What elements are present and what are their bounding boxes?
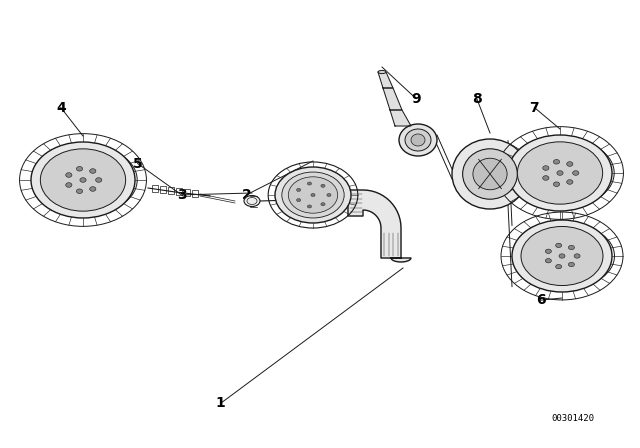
Bar <box>168 188 174 194</box>
Text: 7: 7 <box>529 100 540 115</box>
Text: 6: 6 <box>536 293 546 307</box>
Ellipse shape <box>40 149 125 211</box>
Ellipse shape <box>307 205 312 208</box>
Ellipse shape <box>411 134 425 146</box>
Ellipse shape <box>473 158 507 190</box>
Bar <box>192 190 198 198</box>
Ellipse shape <box>90 169 96 173</box>
Polygon shape <box>348 190 411 262</box>
Polygon shape <box>378 72 393 88</box>
Ellipse shape <box>526 141 614 205</box>
Ellipse shape <box>90 187 96 191</box>
Text: 2: 2 <box>241 188 252 202</box>
Ellipse shape <box>76 189 83 194</box>
Ellipse shape <box>543 166 549 170</box>
Ellipse shape <box>49 148 137 212</box>
Ellipse shape <box>554 182 559 186</box>
Polygon shape <box>390 110 411 126</box>
Bar <box>152 185 158 193</box>
Ellipse shape <box>378 70 386 73</box>
Ellipse shape <box>573 171 579 175</box>
Ellipse shape <box>568 246 575 250</box>
Ellipse shape <box>307 182 312 185</box>
Ellipse shape <box>566 180 573 184</box>
Ellipse shape <box>554 159 559 164</box>
Text: 5: 5 <box>132 156 143 171</box>
Ellipse shape <box>66 183 72 187</box>
Bar <box>184 190 190 197</box>
Ellipse shape <box>566 162 573 166</box>
Ellipse shape <box>521 227 603 285</box>
Ellipse shape <box>512 220 612 292</box>
Ellipse shape <box>95 178 102 182</box>
Ellipse shape <box>508 135 612 211</box>
Ellipse shape <box>31 142 135 218</box>
Text: 3: 3 <box>177 188 188 202</box>
Ellipse shape <box>76 167 83 171</box>
Text: 9: 9 <box>411 91 421 106</box>
Ellipse shape <box>529 225 614 287</box>
Ellipse shape <box>288 177 338 213</box>
Ellipse shape <box>296 198 301 202</box>
Ellipse shape <box>556 243 562 248</box>
Ellipse shape <box>559 254 565 258</box>
Text: 8: 8 <box>472 91 482 106</box>
Bar <box>176 189 182 195</box>
Ellipse shape <box>517 142 603 204</box>
Ellipse shape <box>399 124 437 156</box>
Ellipse shape <box>275 167 351 223</box>
Text: 1: 1 <box>216 396 226 410</box>
Ellipse shape <box>574 254 580 258</box>
Ellipse shape <box>321 184 325 187</box>
Bar <box>160 186 166 194</box>
Ellipse shape <box>327 194 331 197</box>
Ellipse shape <box>463 149 517 199</box>
Ellipse shape <box>568 263 575 267</box>
Ellipse shape <box>244 195 260 207</box>
Ellipse shape <box>557 171 563 175</box>
Ellipse shape <box>282 172 344 218</box>
Ellipse shape <box>321 202 325 206</box>
Ellipse shape <box>545 258 552 263</box>
Ellipse shape <box>556 264 562 269</box>
Text: 4: 4 <box>56 100 66 115</box>
Polygon shape <box>383 88 402 110</box>
Ellipse shape <box>296 188 301 191</box>
Ellipse shape <box>311 194 315 197</box>
Ellipse shape <box>545 249 552 254</box>
Ellipse shape <box>452 139 528 209</box>
Ellipse shape <box>543 176 549 180</box>
Ellipse shape <box>80 178 86 182</box>
Text: 00301420: 00301420 <box>551 414 595 423</box>
Ellipse shape <box>66 173 72 177</box>
Ellipse shape <box>405 129 431 151</box>
